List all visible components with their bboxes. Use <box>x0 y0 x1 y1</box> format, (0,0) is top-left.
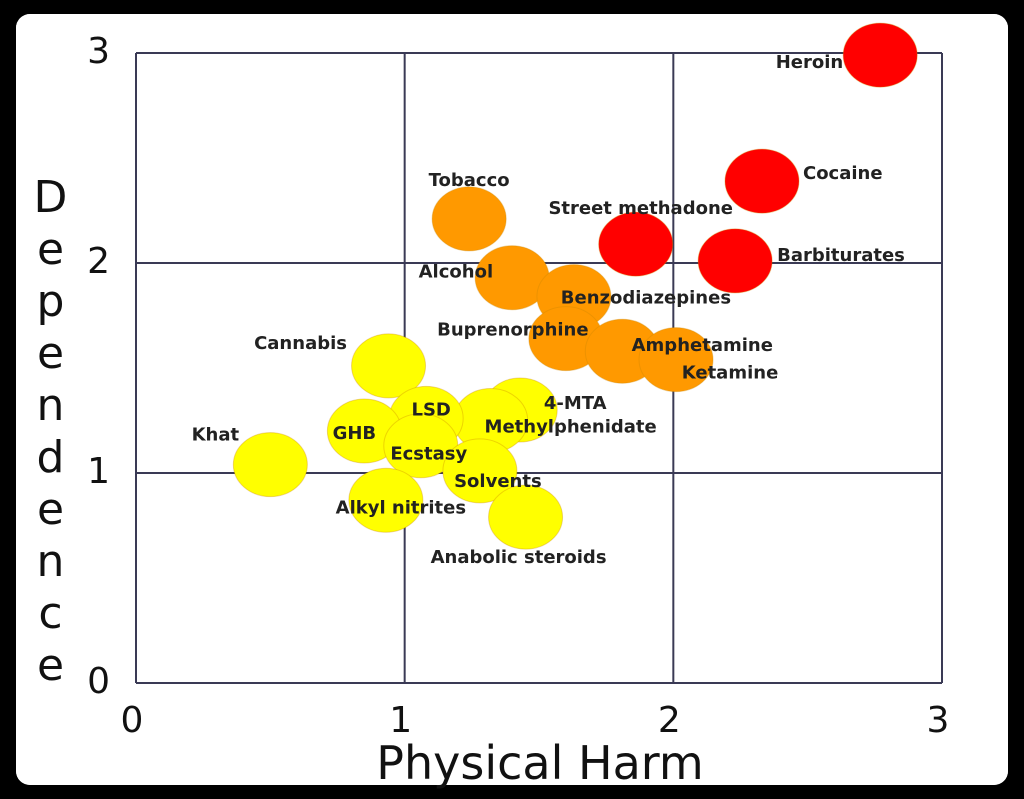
y-tick-label: 2 <box>87 241 110 282</box>
bubble <box>697 228 773 294</box>
point-label: Cannabis <box>254 333 347 354</box>
bubble <box>348 467 424 533</box>
point-label: Tobacco <box>429 170 510 191</box>
y-tick-label: 0 <box>87 661 110 702</box>
bubble <box>598 211 674 277</box>
x-axis-label: Physical Harm <box>376 736 704 790</box>
y-axis-label: Dependence <box>25 172 76 692</box>
point-label: LSD <box>411 399 450 420</box>
point-label: Buprenorphine <box>437 320 588 341</box>
point-label: Barbiturates <box>777 245 905 266</box>
point-label: Cocaine <box>803 163 883 184</box>
bubble <box>232 432 308 498</box>
point-label: GHB <box>333 423 377 444</box>
y-tick-label: 1 <box>87 451 110 492</box>
x-tick-label: 2 <box>658 700 681 741</box>
point-label: Anabolic steroids <box>431 547 607 568</box>
bubble <box>638 327 714 393</box>
x-tick-label: 1 <box>389 700 412 741</box>
point-label: Khat <box>192 425 240 446</box>
x-tick-label: 3 <box>927 700 950 741</box>
bubble <box>442 438 518 504</box>
y-tick-label: 3 <box>87 31 110 72</box>
point-label: 4-MTA <box>544 393 607 414</box>
bubble <box>431 186 507 252</box>
point-label: Solvents <box>454 471 542 492</box>
bubble <box>842 22 918 88</box>
point-label: Heroin <box>776 52 844 73</box>
bubble <box>724 148 800 214</box>
point-label: Methylphenidate <box>485 417 657 438</box>
point-label: Ecstasy <box>390 444 467 465</box>
point-label: Amphetamine <box>632 335 773 356</box>
bubble <box>351 333 427 399</box>
bubble <box>488 484 564 550</box>
point-label: Benzodiazepines <box>561 288 731 309</box>
point-label: Alcohol <box>419 262 494 283</box>
point-label: Ketamine <box>682 363 779 384</box>
point-label: Street methadone <box>548 198 733 219</box>
x-tick-label: 0 <box>121 700 144 741</box>
point-label: Alkyl nitrites <box>336 497 466 518</box>
